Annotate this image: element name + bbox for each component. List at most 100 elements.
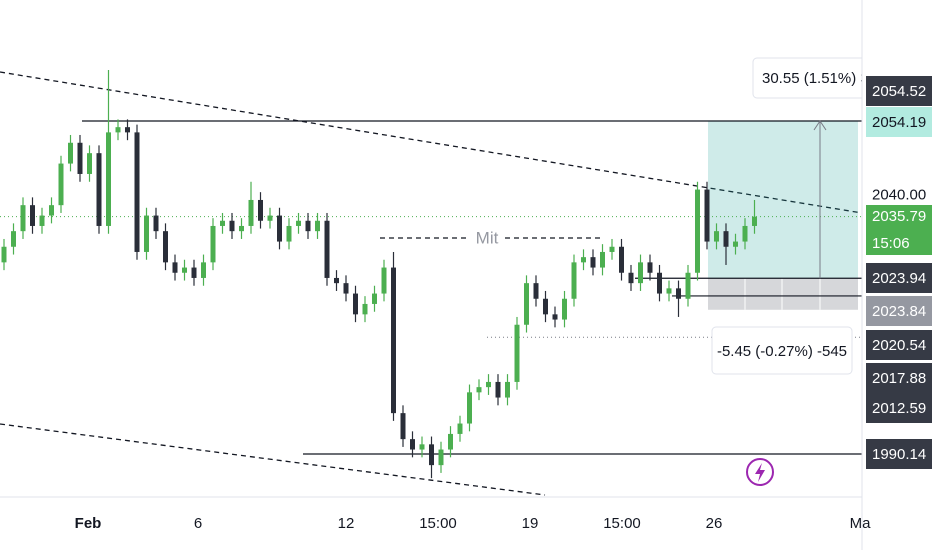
candle-body xyxy=(457,423,463,434)
candle-body xyxy=(704,189,710,242)
candle-body xyxy=(581,257,586,263)
candle-body xyxy=(229,220,235,232)
candle-body xyxy=(733,241,738,247)
candle-body xyxy=(39,215,45,226)
loss-box xyxy=(711,326,853,375)
price-label: 2023.84 xyxy=(872,303,926,320)
candle-body xyxy=(77,142,83,174)
candle-body xyxy=(609,246,615,252)
x-tick-label: 26 xyxy=(706,515,723,532)
candle-body xyxy=(239,225,244,232)
price-label-bg xyxy=(866,76,932,106)
candle-body xyxy=(11,231,16,247)
candle-body xyxy=(30,205,35,226)
candle-body xyxy=(752,216,757,226)
x-tick-label: 15:00 xyxy=(603,515,641,532)
plot-area: Mit xyxy=(0,69,862,496)
candle-body xyxy=(220,220,225,226)
candle-body xyxy=(600,251,605,268)
price-label-bg xyxy=(866,107,932,137)
trend-line xyxy=(0,423,546,496)
candle-body xyxy=(343,283,349,294)
candle-body xyxy=(49,205,54,216)
candle-body xyxy=(419,444,425,450)
price-label: 2023.94 xyxy=(872,270,926,287)
candle-body xyxy=(191,267,197,278)
candle-body xyxy=(372,293,377,304)
candle-body xyxy=(20,205,26,232)
candle-body xyxy=(590,257,596,268)
candle-body xyxy=(562,298,567,320)
candle-body xyxy=(514,324,520,382)
loss-text: -5.45 (-0.27%) -545 xyxy=(717,343,847,360)
candle-body xyxy=(277,215,282,242)
price-label-bg xyxy=(866,205,932,255)
candle-body xyxy=(628,272,634,284)
candle-body xyxy=(258,199,263,221)
price-label: 2020.54 xyxy=(872,337,926,354)
x-tick-label: 15:00 xyxy=(419,515,457,532)
candle-body xyxy=(182,267,187,273)
event-bolt xyxy=(755,463,765,482)
candle-body xyxy=(267,215,273,221)
candle-body xyxy=(647,262,653,273)
price-label-bg xyxy=(866,393,932,423)
candle-body xyxy=(505,381,510,398)
candle-body xyxy=(144,215,149,252)
y-tick-label: 2040.00 xyxy=(872,187,926,204)
candle-body xyxy=(666,288,672,294)
profit-zone xyxy=(708,120,858,279)
candle-body xyxy=(552,314,558,320)
x-tick-label: Feb xyxy=(75,515,102,532)
candle-body xyxy=(657,272,662,294)
countdown: 15:06 xyxy=(872,235,910,252)
candle-body xyxy=(201,262,206,278)
candle-body xyxy=(87,153,92,174)
arrow-head xyxy=(813,120,827,131)
candle-body xyxy=(68,142,73,164)
candle-body xyxy=(210,225,216,263)
mit-label: Mit xyxy=(476,228,499,247)
candle-body xyxy=(286,225,292,242)
candle-body xyxy=(58,163,64,206)
price-label: 2035.79 xyxy=(872,208,926,225)
candle-body xyxy=(486,381,491,388)
candle-body xyxy=(334,277,339,284)
price-label-bg xyxy=(866,296,932,326)
candle-body xyxy=(163,231,168,263)
candle-body xyxy=(153,215,159,232)
loss-zone xyxy=(708,278,858,310)
candle-body xyxy=(305,220,311,232)
candle-body xyxy=(1,246,7,263)
x-tick-label: Ma xyxy=(850,515,871,532)
candle-body xyxy=(353,293,358,315)
profit-text: 30.55 (1.51%) 305 xyxy=(762,70,885,87)
candle-body xyxy=(695,189,700,273)
price-label: 1990.14 xyxy=(872,446,926,463)
price-label-bg xyxy=(866,330,932,360)
price-label: 2012.59 xyxy=(872,400,926,417)
candle-body xyxy=(324,220,330,278)
candle-body xyxy=(524,283,529,325)
candle-body xyxy=(134,132,140,252)
candle-body xyxy=(315,220,320,232)
candle-body xyxy=(172,262,178,273)
candle-body xyxy=(571,262,577,299)
price-label-bg xyxy=(866,439,932,469)
candle-body xyxy=(125,127,130,133)
price-label: 2054.52 xyxy=(872,83,926,100)
candle-body xyxy=(543,298,548,315)
candle-body xyxy=(723,231,729,247)
candle-body xyxy=(362,303,368,315)
candle-body xyxy=(381,267,387,294)
candle-body xyxy=(619,246,624,273)
price-label: 2017.88 xyxy=(872,370,926,387)
candle-body xyxy=(714,231,719,242)
candle-body xyxy=(676,288,681,299)
candle-body xyxy=(638,262,643,284)
candle-body xyxy=(248,199,254,226)
candle-body xyxy=(467,392,472,424)
candle-body xyxy=(400,413,406,440)
